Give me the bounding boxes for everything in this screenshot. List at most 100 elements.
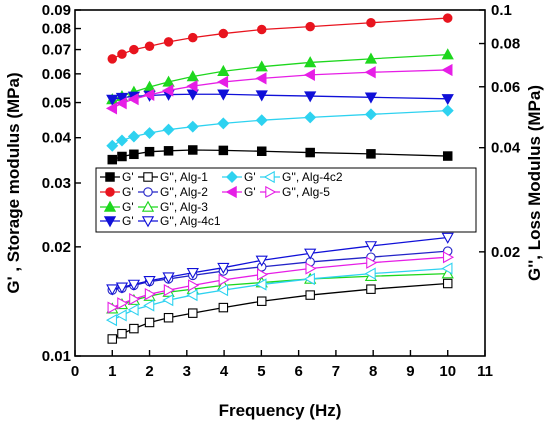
data-point (162, 272, 175, 284)
data-point (186, 120, 199, 133)
series-6 (106, 267, 454, 314)
y-right-tick-label: 0.04 (491, 140, 521, 157)
data-point (129, 149, 139, 160)
data-point (218, 302, 229, 313)
legend-label: G'', Alg-2 (160, 185, 208, 199)
data-point (186, 70, 199, 82)
series-8 (106, 232, 454, 296)
data-point (441, 232, 454, 244)
data-point (163, 37, 174, 47)
y-axis-left-title: G' , Storage modulus (MPa) (4, 72, 23, 293)
data-point (107, 334, 118, 344)
data-point (115, 309, 127, 322)
series-3 (107, 13, 453, 64)
y-left-tick-label: 0.09 (42, 2, 71, 19)
data-point (115, 282, 129, 294)
series-11 (105, 63, 453, 115)
data-point (127, 130, 140, 143)
legend: G' G'', Alg-1G' G'', Alg-2G' G'', Alg-3G' G'… (95, 167, 477, 233)
data-point (218, 145, 229, 156)
legend-marker (105, 187, 115, 197)
data-point (441, 94, 454, 106)
x-axis: 0 1 2 3 4 5 6 7 8 9 10 11 (71, 350, 493, 380)
data-point (127, 279, 141, 291)
x-tick-label: 9 (406, 363, 414, 380)
data-point (366, 284, 376, 294)
y-axis-left: 0.01 0.02 0.03 0.04 0.05 0.06 0.07 0.08 0.09 (42, 2, 81, 365)
data-point (105, 313, 118, 327)
x-tick-label: 1 (108, 363, 116, 380)
data-point (218, 28, 229, 39)
data-point (217, 117, 230, 130)
data-point (115, 97, 127, 110)
data-point (256, 268, 269, 281)
data-point (217, 64, 230, 76)
data-point (255, 255, 268, 267)
x-axis-title: Frequency (Hz) (219, 401, 342, 420)
series-9 (106, 104, 454, 152)
data-point (255, 60, 268, 72)
data-point (256, 146, 267, 157)
data-point (303, 68, 315, 82)
legend-box (95, 167, 477, 233)
data-point (255, 278, 267, 291)
y-left-tick-label: 0.02 (42, 239, 71, 256)
y-right-tick-label: 0.06 (491, 79, 520, 96)
data-point (186, 89, 199, 101)
data-point (304, 91, 317, 103)
data-point (305, 290, 315, 300)
data-point (218, 273, 230, 286)
data-point (441, 104, 454, 117)
data-point (129, 293, 141, 306)
data-point (163, 284, 175, 297)
data-point (304, 248, 317, 260)
legend-marker (225, 185, 237, 199)
legend-marker (263, 170, 275, 184)
legend-marker (103, 200, 117, 212)
data-point (127, 92, 139, 106)
series-line (112, 93, 448, 101)
data-point (144, 41, 155, 51)
data-point (127, 303, 139, 316)
legend-label: G' (244, 170, 256, 184)
y-left-tick-label: 0.07 (42, 42, 71, 59)
data-point (304, 111, 317, 124)
x-tick-label: 5 (257, 363, 265, 380)
data-point (364, 267, 376, 280)
series-line (111, 109, 448, 147)
y-left-tick-label: 0.01 (42, 348, 71, 365)
data-point (364, 66, 376, 79)
data-point (117, 151, 127, 162)
data-point (442, 278, 453, 289)
data-point (441, 48, 454, 60)
x-tick-label: 4 (220, 363, 229, 380)
data-series (105, 13, 455, 344)
data-point (162, 294, 174, 307)
data-point (366, 149, 376, 159)
data-point (364, 92, 378, 104)
legend-marker (143, 187, 153, 197)
data-point (107, 301, 119, 314)
legend-label: G' (122, 214, 134, 228)
x-tick-label: 0 (71, 363, 79, 380)
data-point (217, 89, 230, 101)
data-point (144, 146, 155, 157)
data-point (163, 146, 174, 156)
x-tick-label: 11 (477, 363, 493, 380)
data-point (188, 32, 198, 43)
data-point (366, 18, 376, 28)
data-point (105, 102, 118, 115)
data-point (143, 276, 156, 288)
data-point (256, 296, 267, 306)
data-point (305, 147, 315, 158)
y-axis-right-title: G'', Loss Modulus (MPa) (525, 85, 544, 281)
data-point (366, 256, 378, 269)
legend-marker (143, 172, 153, 182)
data-point (143, 88, 155, 102)
x-tick-label: 7 (332, 363, 340, 380)
y-left-tick-label: 0.05 (42, 95, 71, 112)
data-point (217, 262, 230, 275)
data-point (106, 284, 119, 296)
x-tick-label: 10 (439, 363, 456, 380)
data-point (129, 44, 139, 55)
